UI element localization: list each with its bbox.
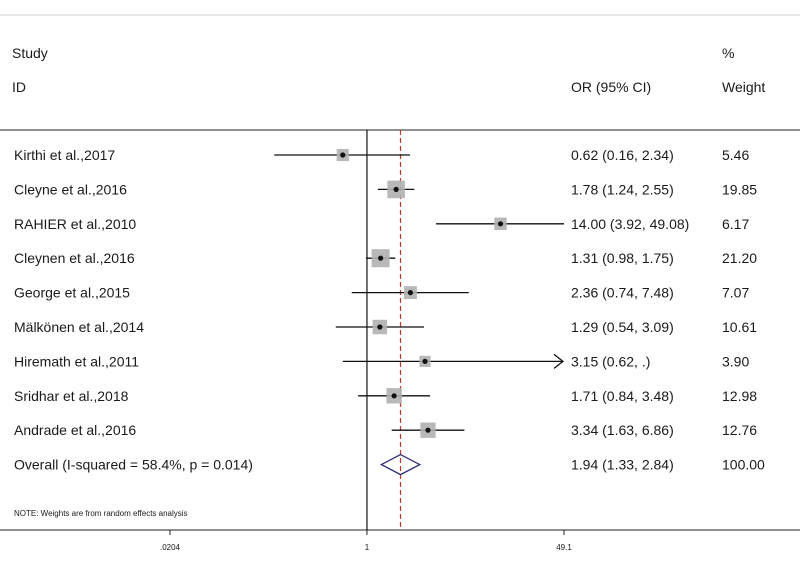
study-ci-text: 0.62 (0.16, 2.34) xyxy=(571,147,674,163)
point-estimate xyxy=(378,255,384,261)
study-label: George et al.,2015 xyxy=(14,285,130,301)
study-ci-text: 1.78 (1.24, 2.55) xyxy=(571,181,674,197)
study-label: Mälkönen et al.,2014 xyxy=(14,319,144,335)
x-tick-label: 49.1 xyxy=(556,543,572,552)
study-ci-text: 2.36 (0.74, 7.48) xyxy=(571,285,674,301)
study-ci-text: 1.71 (0.84, 3.48) xyxy=(571,388,674,404)
header-study: Study xyxy=(12,45,48,61)
weights-note: NOTE: Weights are from random effects an… xyxy=(14,509,188,518)
study-label: Sridhar et al.,2018 xyxy=(14,388,129,404)
x-axis: .0204 1 49.1 xyxy=(160,530,572,552)
study-label: Andrade et al.,2016 xyxy=(14,422,136,438)
study-rows: Kirthi et al.,2017 0.62 (0.16, 2.34) 5.46 C… xyxy=(14,130,765,530)
study-label: Cleynen et al.,2016 xyxy=(14,250,135,266)
study-label: Hiremath et al.,2011 xyxy=(14,353,139,369)
overall-label: Overall (I-squared = 58.4%, p = 0.014) xyxy=(14,457,253,473)
x-tick-label: .0204 xyxy=(160,543,181,552)
study-weight-text: 19.85 xyxy=(722,181,757,197)
header-id: ID xyxy=(12,79,26,95)
ci-arrow xyxy=(553,353,565,369)
point-estimate xyxy=(425,427,431,433)
study-weight-text: 12.98 xyxy=(722,388,757,404)
study-weight-text: 5.46 xyxy=(722,147,749,163)
point-estimate xyxy=(391,393,397,399)
point-estimate xyxy=(393,186,399,192)
header-weight: Weight xyxy=(722,79,765,95)
study-weight-text: 3.90 xyxy=(722,353,749,369)
study-ci-text: 14.00 (3.92, 49.08) xyxy=(571,216,689,232)
overall-ci-text: 1.94 (1.33, 2.84) xyxy=(571,457,674,473)
header-ci: OR (95% CI) xyxy=(571,79,651,95)
point-estimate xyxy=(340,152,346,158)
overall-weight-text: 100.00 xyxy=(722,457,765,473)
point-estimate xyxy=(497,221,504,227)
study-label: Cleyne et al.,2016 xyxy=(14,181,127,197)
study-weight-text: 12.76 xyxy=(722,422,757,438)
study-weight-text: 6.17 xyxy=(722,216,749,232)
point-estimate xyxy=(377,324,383,330)
study-weight-text: 7.07 xyxy=(722,285,749,301)
overall-diamond xyxy=(379,453,422,476)
x-tick-label: 1 xyxy=(365,543,370,552)
study-weight-text: 21.20 xyxy=(722,250,757,266)
study-label: RAHIER et al.,2010 xyxy=(14,216,136,232)
study-label: Kirthi et al.,2017 xyxy=(14,147,115,163)
study-ci-text: 3.15 (0.62, .) xyxy=(571,353,650,369)
study-ci-text: 1.29 (0.54, 3.09) xyxy=(571,319,674,335)
header-percent: % xyxy=(722,45,734,61)
study-ci-text: 3.34 (1.63, 6.86) xyxy=(571,422,674,438)
point-estimate xyxy=(407,290,414,296)
study-weight-text: 10.61 xyxy=(722,319,757,335)
study-ci-text: 1.31 (0.98, 1.75) xyxy=(571,250,674,266)
point-estimate xyxy=(422,358,428,364)
